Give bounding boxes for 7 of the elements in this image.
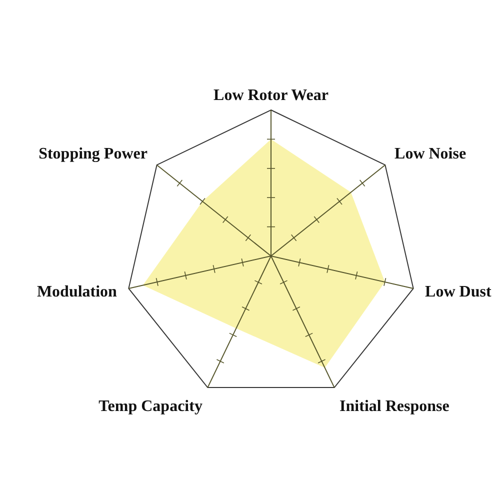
spoke-label: Initial Response (340, 398, 450, 415)
spoke-label: Modulation (36, 283, 118, 300)
spoke-label: Temp Capacity (98, 398, 202, 415)
spoke-label: Stopping Power (38, 146, 148, 163)
spoke-label: Low Dust (425, 283, 492, 300)
spoke-label: Low Rotor Wear (214, 87, 328, 104)
spoke-label: Low Noise (394, 146, 466, 163)
